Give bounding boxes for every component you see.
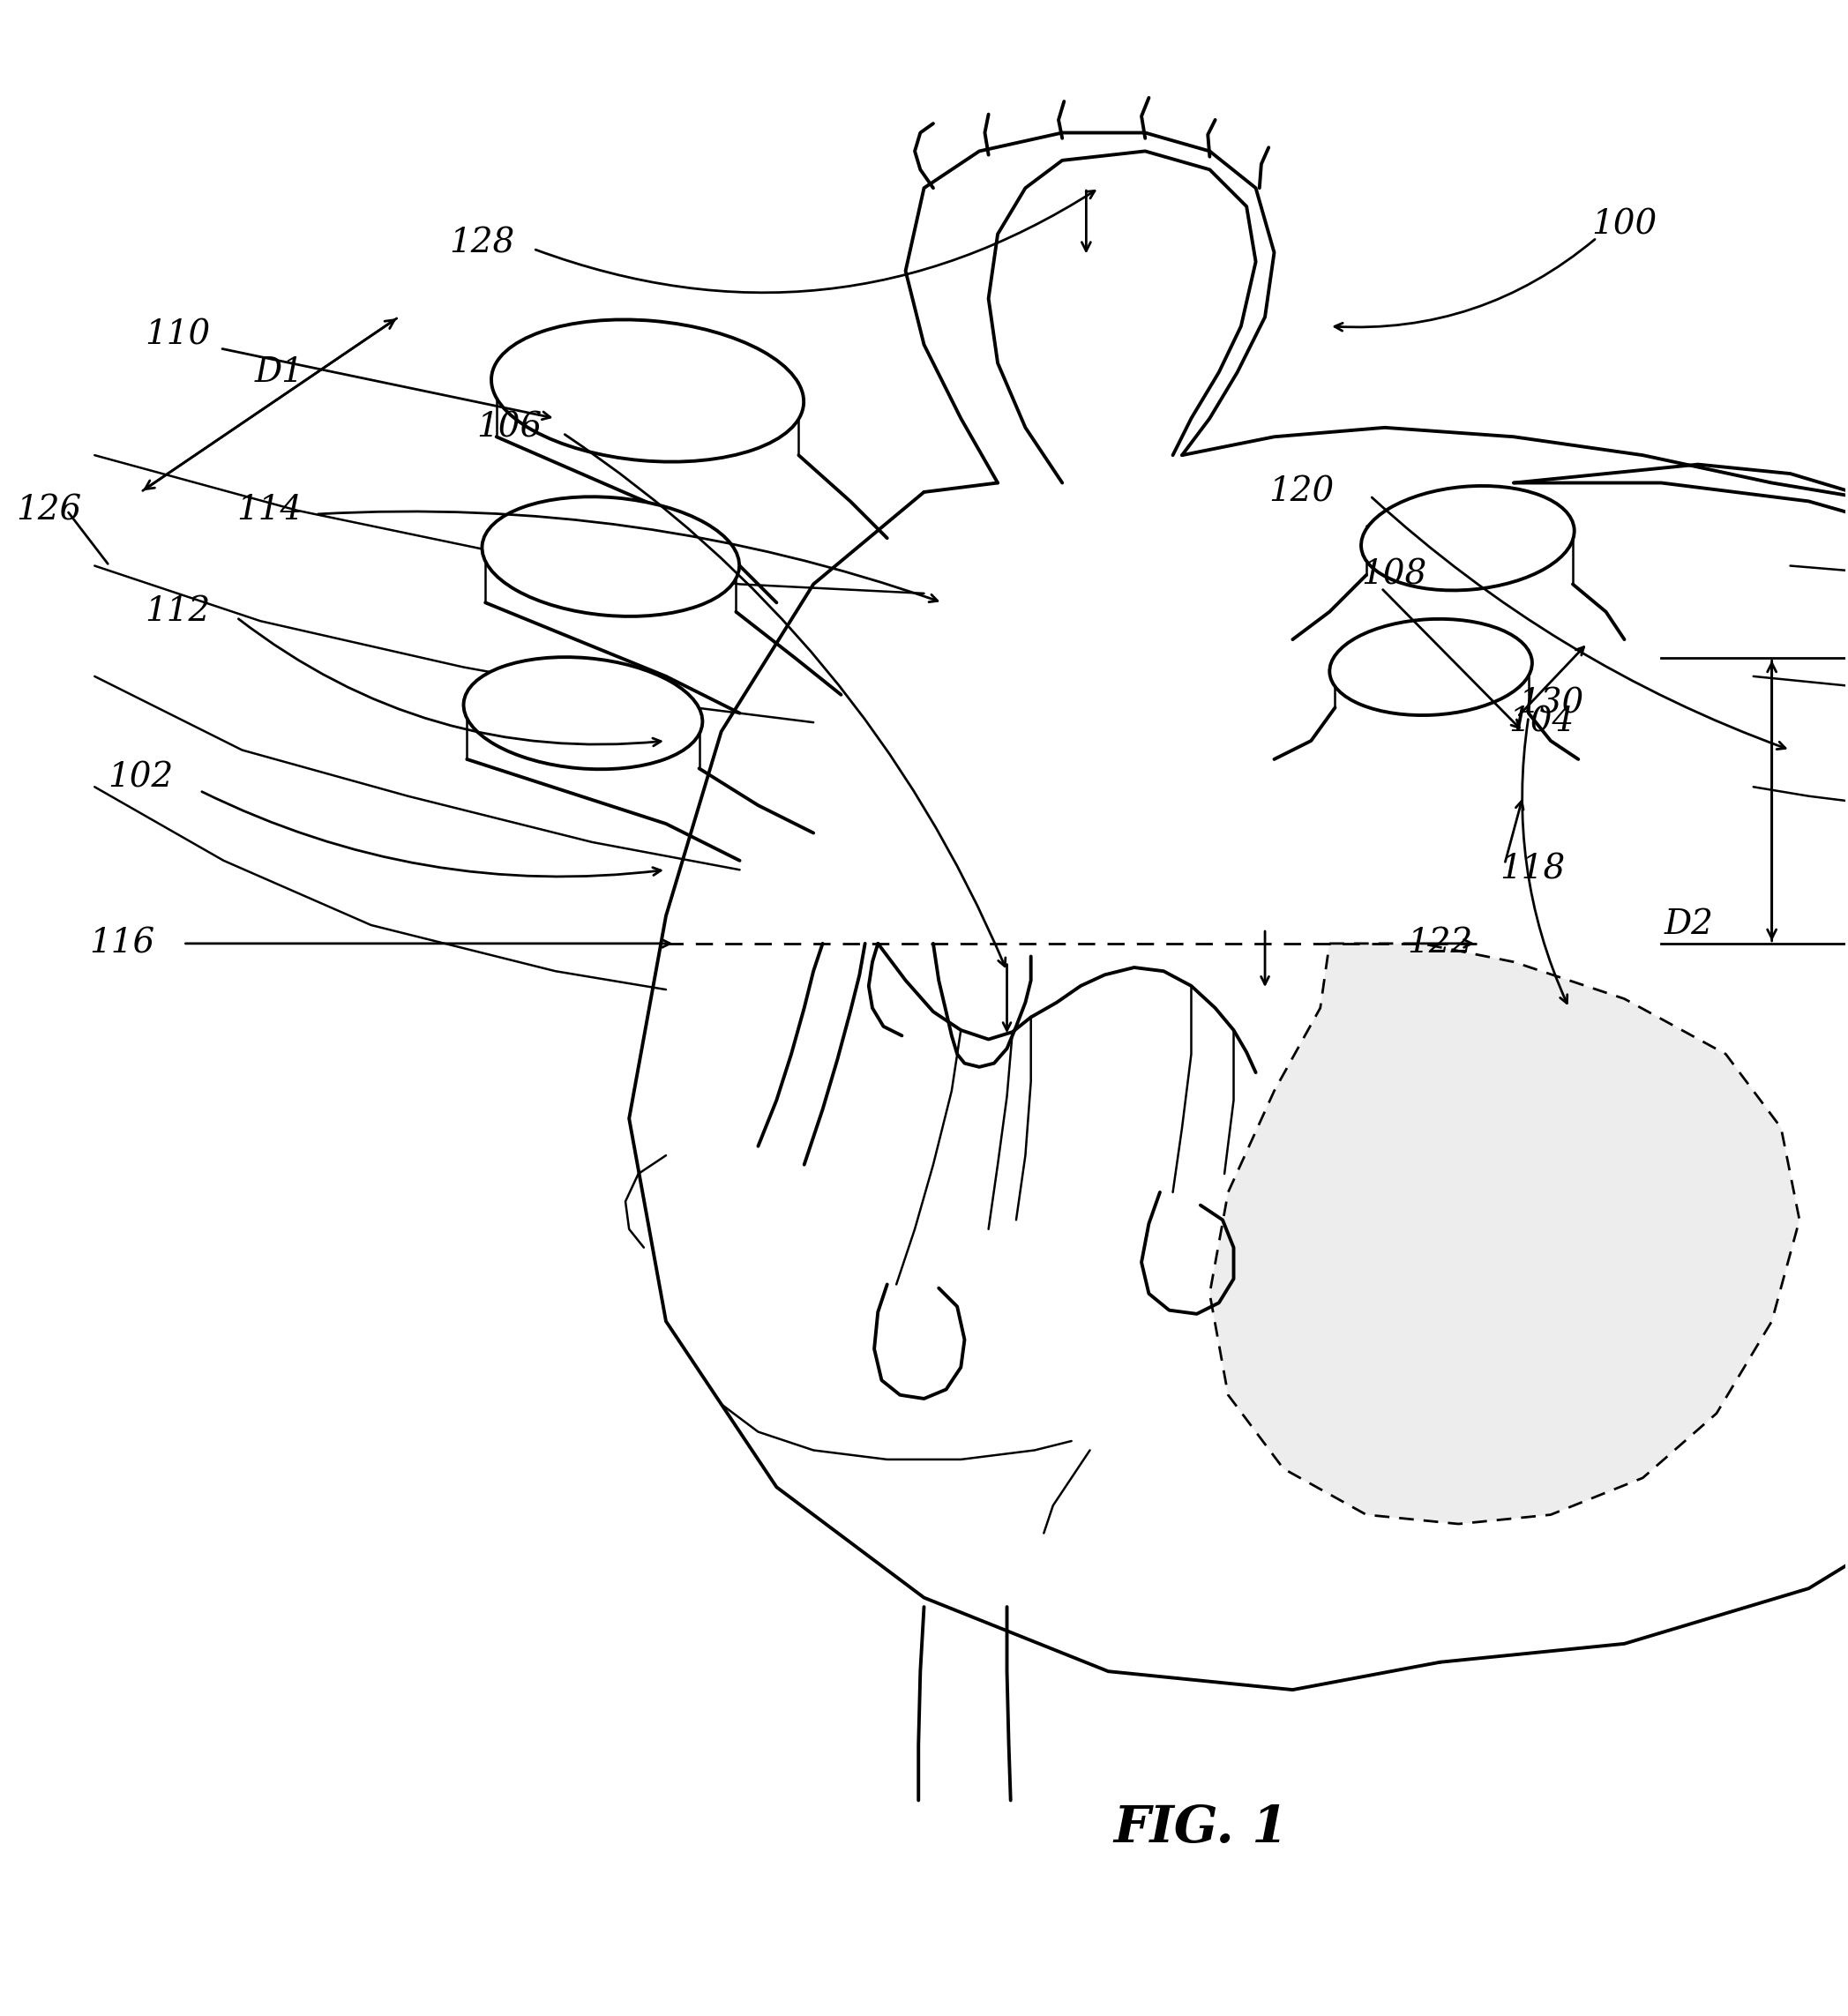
Text: 106: 106 <box>477 411 541 444</box>
Text: 116: 116 <box>89 927 155 960</box>
Ellipse shape <box>482 496 739 617</box>
Text: 120: 120 <box>1270 476 1334 508</box>
Ellipse shape <box>1362 486 1574 591</box>
Text: 110: 110 <box>144 319 211 351</box>
Text: 128: 128 <box>449 228 514 260</box>
Text: FIG. 1: FIG. 1 <box>1112 1802 1288 1853</box>
Ellipse shape <box>464 657 702 770</box>
Text: 122: 122 <box>1408 927 1473 960</box>
Text: D1: D1 <box>255 357 303 389</box>
Text: 112: 112 <box>144 595 211 629</box>
Text: 130: 130 <box>1517 687 1584 720</box>
Text: 126: 126 <box>17 494 81 526</box>
Ellipse shape <box>492 321 804 462</box>
Text: 104: 104 <box>1508 706 1574 738</box>
Text: 100: 100 <box>1591 208 1658 242</box>
Text: 118: 118 <box>1499 853 1565 887</box>
Text: 108: 108 <box>1362 558 1427 591</box>
Polygon shape <box>1210 943 1800 1524</box>
Ellipse shape <box>1329 619 1532 716</box>
Text: 102: 102 <box>107 762 174 794</box>
Text: 114: 114 <box>237 494 303 526</box>
Text: D2: D2 <box>1665 909 1713 941</box>
